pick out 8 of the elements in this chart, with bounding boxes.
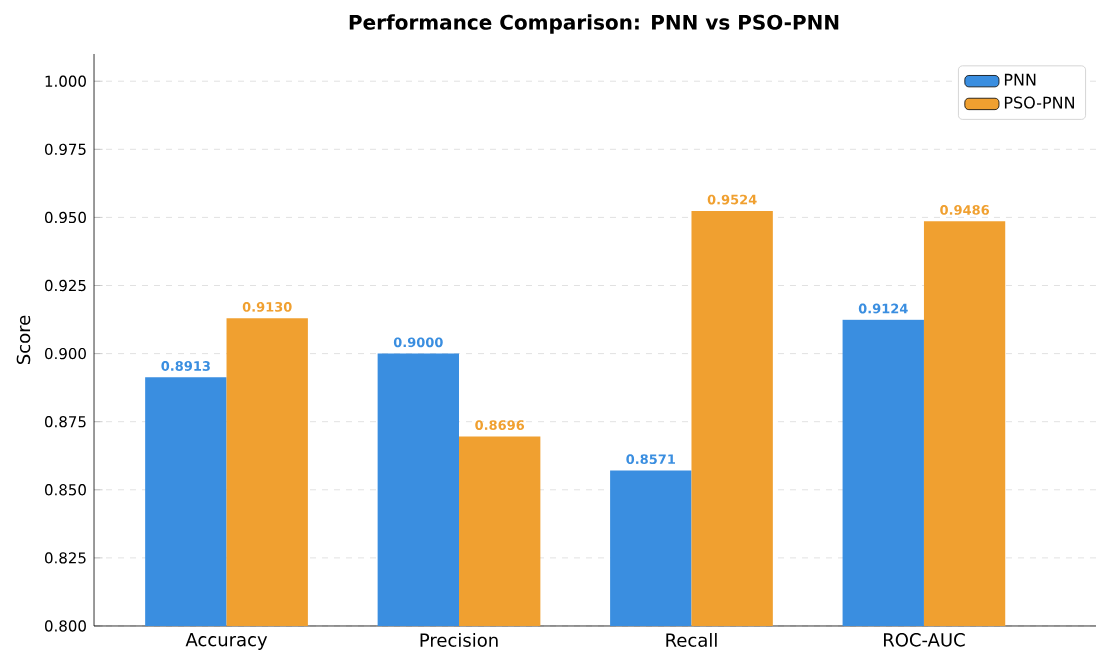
y-axis-title: Score bbox=[16, 315, 31, 364]
x-tick-label: Accuracy bbox=[185, 633, 268, 650]
x-tick-label: Precision bbox=[420, 633, 498, 647]
legend-label: PNN bbox=[1004, 73, 1036, 86]
x-tick-label: Recall bbox=[666, 633, 717, 647]
chart-title: Performance Comparison: PNN vs PSO-PNN bbox=[349, 14, 839, 34]
x-tick-label: ROC-AUC bbox=[884, 633, 965, 647]
legend-label: PSO-PNN bbox=[1004, 96, 1074, 109]
